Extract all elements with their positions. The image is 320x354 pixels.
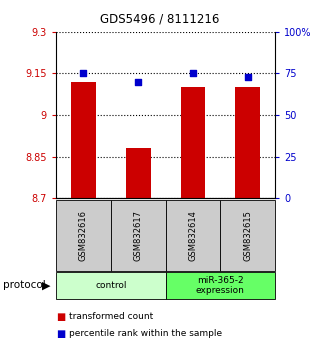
Bar [111,200,166,271]
Text: GSM832614: GSM832614 [188,210,197,261]
Text: protocol: protocol [3,280,46,290]
Bar [181,87,205,198]
Bar [166,272,275,299]
Bar [166,200,220,271]
Text: percentile rank within the sample: percentile rank within the sample [69,329,222,338]
Text: GSM832617: GSM832617 [134,210,143,261]
Point [245,74,250,80]
Point [190,71,196,76]
Point [136,79,141,85]
Bar [71,82,96,198]
Text: GDS5496 / 8111216: GDS5496 / 8111216 [100,12,220,25]
Text: GSM832616: GSM832616 [79,210,88,261]
Bar [236,87,260,198]
Bar [220,200,275,271]
Text: control: control [95,281,126,290]
Text: ■: ■ [56,329,65,339]
Text: ■: ■ [56,312,65,322]
Text: ▶: ▶ [42,280,51,290]
Bar [56,272,166,299]
Point [81,71,86,76]
Text: miR-365-2
expression: miR-365-2 expression [196,276,245,295]
Text: transformed count: transformed count [69,312,153,321]
Bar [126,148,150,198]
Text: GSM832615: GSM832615 [243,210,252,261]
Bar [56,200,111,271]
